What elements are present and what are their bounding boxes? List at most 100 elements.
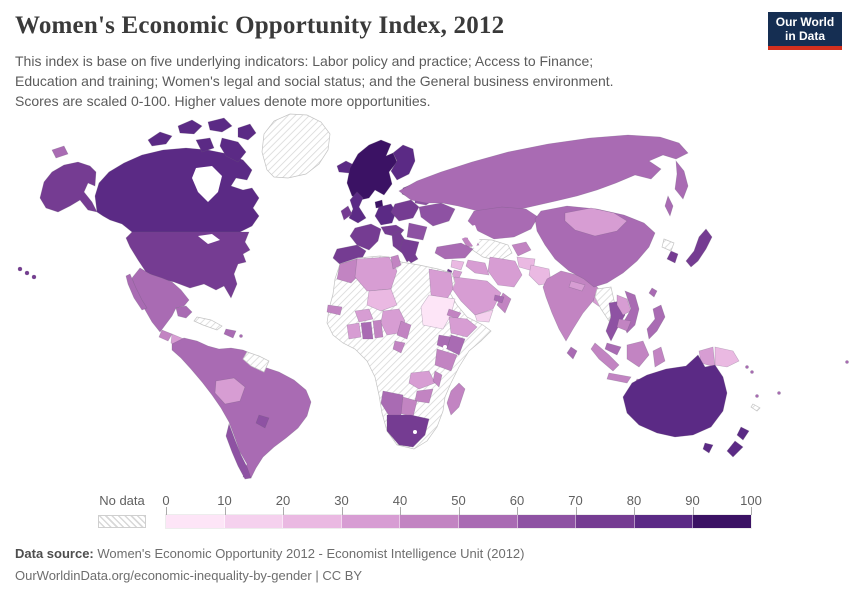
- country-togo-benin[interactable]: [372, 319, 384, 339]
- country-turkey[interactable]: [434, 242, 474, 260]
- country-vanuatu[interactable]: [755, 394, 759, 398]
- country-yemen[interactable]: [474, 309, 494, 323]
- legend-bin-90-100[interactable]: [693, 515, 751, 528]
- country-china[interactable]: [534, 205, 656, 288]
- country-tunisia[interactable]: [390, 254, 402, 270]
- owid-logo[interactable]: Our World in Data: [768, 12, 842, 50]
- country-laos[interactable]: [616, 294, 632, 316]
- country-sudan[interactable]: [420, 294, 456, 330]
- country-new-zealand-south[interactable]: [726, 440, 744, 458]
- country-syria[interactable]: [450, 259, 465, 271]
- country-ukraine[interactable]: [418, 202, 456, 227]
- country-cambodia[interactable]: [616, 318, 632, 332]
- country-usa-hawaii-3[interactable]: [31, 274, 37, 280]
- country-cameroon[interactable]: [396, 320, 412, 340]
- country-mexico-yucatan[interactable]: [175, 305, 193, 319]
- country-germany[interactable]: [374, 203, 397, 226]
- country-nepal[interactable]: [568, 280, 586, 292]
- country-uruguay[interactable]: [255, 414, 270, 429]
- country-new-zealand-north[interactable]: [736, 426, 750, 441]
- country-uae[interactable]: [493, 294, 505, 304]
- country-balkans-greece[interactable]: [399, 238, 420, 263]
- country-burkina-faso[interactable]: [354, 308, 374, 323]
- country-ethiopia[interactable]: [448, 316, 478, 338]
- country-senegal[interactable]: [326, 304, 343, 316]
- country-usa-hawaii-1[interactable]: [17, 266, 23, 272]
- country-greenland[interactable]: [261, 113, 331, 179]
- legend-bin-20-30[interactable]: [283, 515, 342, 528]
- country-hispaniola[interactable]: [223, 328, 237, 339]
- country-ivory-coast[interactable]: [346, 322, 362, 340]
- legend-bin-40-50[interactable]: [400, 515, 459, 528]
- country-mongolia[interactable]: [564, 207, 628, 237]
- country-indonesia-sumatra[interactable]: [590, 342, 620, 372]
- country-usa[interactable]: [125, 231, 251, 299]
- country-mexico-baja[interactable]: [125, 273, 148, 311]
- country-papua-new-guinea[interactable]: [714, 346, 740, 368]
- country-malawi[interactable]: [432, 370, 443, 388]
- country-iran[interactable]: [487, 256, 523, 288]
- country-uzbekistan-turkmenistan[interactable]: [470, 238, 513, 262]
- country-fiji[interactable]: [777, 391, 781, 395]
- country-guyanas[interactable]: [242, 351, 270, 373]
- legend-bin-50-60[interactable]: [458, 515, 518, 528]
- country-romania-bulgaria[interactable]: [406, 222, 428, 241]
- country-solomon-islands-1[interactable]: [745, 365, 749, 369]
- legend-bin-70-80[interactable]: [576, 515, 635, 528]
- country-niger[interactable]: [366, 288, 398, 312]
- country-south-korea[interactable]: [666, 250, 679, 264]
- country-finland[interactable]: [390, 144, 416, 181]
- country-madagascar[interactable]: [446, 382, 466, 416]
- country-bolivia[interactable]: [214, 377, 246, 405]
- country-kyrgyzstan-tajikistan[interactable]: [511, 241, 532, 257]
- country-tanzania[interactable]: [434, 348, 458, 372]
- country-united-kingdom[interactable]: [348, 191, 367, 224]
- country-philippines[interactable]: [646, 304, 666, 340]
- country-russia-kamchatka[interactable]: [674, 160, 689, 200]
- country-north-korea[interactable]: [661, 238, 675, 252]
- country-russia[interactable]: [398, 134, 689, 215]
- country-malaysia[interactable]: [604, 342, 622, 356]
- legend-no-data-swatch[interactable]: [98, 515, 146, 528]
- country-fiji-wrap[interactable]: [845, 360, 849, 364]
- legend-bin-10-20[interactable]: [224, 515, 284, 528]
- country-usa-hawaii-2[interactable]: [24, 270, 30, 276]
- country-lesser-antilles[interactable]: [239, 334, 243, 338]
- country-ireland[interactable]: [340, 205, 353, 221]
- country-indonesia-java[interactable]: [606, 372, 632, 384]
- country-guatemala[interactable]: [158, 329, 173, 342]
- country-solomon-islands-2[interactable]: [750, 370, 754, 374]
- country-kenya[interactable]: [446, 334, 466, 356]
- country-egypt[interactable]: [428, 268, 454, 300]
- country-australia[interactable]: [622, 354, 728, 438]
- country-gabon[interactable]: [392, 340, 406, 354]
- country-south-africa[interactable]: [386, 414, 430, 448]
- footer-note[interactable]: OurWorldinData.org/economic-inequality-b…: [15, 568, 363, 583]
- country-chile[interactable]: [225, 422, 252, 480]
- country-iraq[interactable]: [465, 259, 490, 276]
- country-canada-arctic-4[interactable]: [237, 123, 257, 141]
- country-japan[interactable]: [685, 228, 713, 268]
- country-indonesia-borneo[interactable]: [626, 340, 650, 368]
- country-myanmar[interactable]: [594, 286, 616, 322]
- legend-bin-30-40[interactable]: [341, 515, 401, 528]
- legend-bin-80-90[interactable]: [634, 515, 694, 528]
- legend-bin-0-10[interactable]: [166, 515, 225, 528]
- region-south-america[interactable]: [171, 337, 312, 479]
- country-canada[interactable]: [94, 147, 260, 233]
- country-canada-arctic-5[interactable]: [195, 137, 215, 153]
- country-russia-sakhalin[interactable]: [664, 195, 674, 217]
- legend-bin-60-70[interactable]: [517, 515, 577, 528]
- country-ghana[interactable]: [360, 321, 374, 340]
- country-norway-sweden[interactable]: [346, 139, 398, 201]
- country-st-lawrence-island[interactable]: [51, 145, 69, 159]
- country-australia-tasmania[interactable]: [702, 442, 714, 454]
- country-usa-alaska[interactable]: [39, 161, 98, 213]
- country-zambia[interactable]: [408, 370, 436, 390]
- country-zimbabwe[interactable]: [414, 388, 434, 404]
- country-canada-arctic-2[interactable]: [177, 119, 203, 135]
- country-canada-arctic-1[interactable]: [147, 131, 173, 147]
- country-taiwan[interactable]: [648, 287, 658, 298]
- country-new-caledonia[interactable]: [750, 403, 761, 412]
- country-sri-lanka[interactable]: [566, 346, 578, 360]
